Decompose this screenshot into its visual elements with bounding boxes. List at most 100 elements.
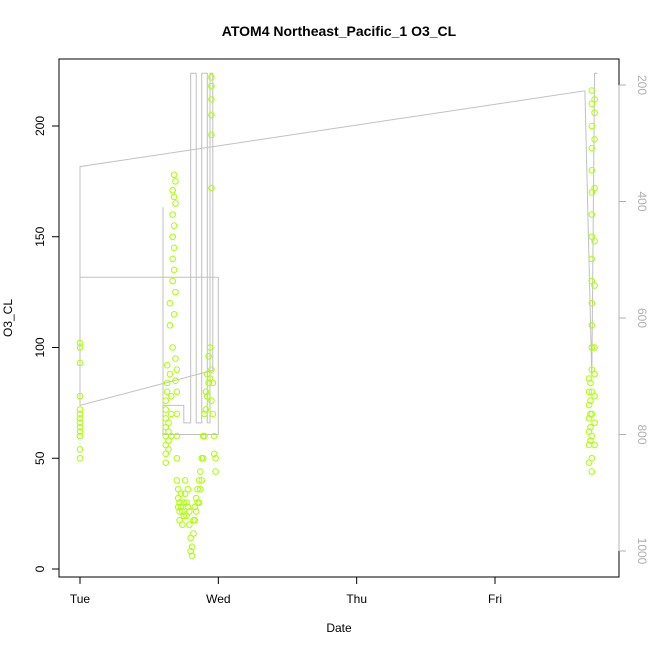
data-point: [76, 406, 84, 413]
data-point: [187, 547, 194, 555]
right-tick-label: 400: [635, 191, 649, 211]
data-point: [208, 184, 215, 192]
data-point: [170, 310, 178, 318]
data-point: [208, 366, 215, 373]
data-point: [162, 406, 170, 413]
data-point: [585, 401, 593, 409]
data-point: [170, 244, 178, 252]
data-point: [195, 499, 203, 506]
data-point: [170, 193, 178, 201]
data-point: [587, 397, 594, 404]
plot-frame: [58, 58, 620, 578]
data-point: [179, 521, 186, 529]
data-point: [179, 508, 186, 515]
data-point: [206, 344, 214, 351]
data-point: [591, 135, 598, 143]
data-point: [203, 392, 211, 400]
data-point: [169, 211, 176, 218]
right-tick-label: 1000: [635, 538, 649, 565]
x-tick-label: Wed: [206, 592, 230, 606]
data-point: [209, 410, 217, 418]
data-point: [588, 122, 596, 130]
data-point: [166, 322, 174, 329]
data-point: [587, 379, 594, 387]
x-tick-label: Tue: [70, 592, 91, 606]
data-point: [76, 344, 84, 351]
data-point: [195, 477, 203, 484]
data-point: [76, 339, 84, 347]
data-point: [76, 410, 84, 418]
y-tick-label: 0: [33, 565, 47, 572]
data-point: [169, 186, 176, 194]
data-point: [591, 441, 598, 449]
data-point: [76, 419, 84, 427]
data-point: [183, 499, 190, 506]
data-point: [169, 255, 176, 263]
data-point: [591, 419, 598, 427]
data-point: [173, 432, 181, 440]
data-point: [191, 516, 199, 524]
data-point: [201, 410, 208, 418]
data-point: [208, 96, 215, 103]
data-point: [184, 503, 192, 511]
data-point: [172, 377, 179, 385]
data-point: [169, 344, 176, 351]
data-point: [208, 397, 215, 404]
data-point: [172, 288, 179, 296]
chart-title: ATOM4 Northeast_Pacific_1 O3_CL: [222, 23, 457, 39]
data-point: [176, 499, 183, 506]
data-point: [174, 503, 182, 511]
data-point: [170, 266, 178, 274]
pressure-line-layer: [79, 72, 598, 435]
data-point: [588, 167, 596, 174]
data-point: [210, 450, 218, 458]
data-point: [180, 499, 188, 506]
data-point: [588, 344, 596, 351]
data-point: [172, 178, 179, 185]
data-point: [76, 359, 84, 367]
data-point: [585, 459, 593, 466]
data-point: [76, 423, 84, 431]
data-point: [165, 419, 172, 427]
x-axis-label: Date: [326, 621, 352, 635]
data-point: [591, 392, 598, 400]
data-point: [173, 366, 181, 373]
data-point: [188, 552, 196, 560]
data-point: [163, 388, 171, 396]
scatter-points-layer: [76, 73, 598, 560]
data-point: [173, 410, 181, 418]
data-point: [163, 379, 171, 387]
data-point: [587, 410, 594, 418]
data-point: [210, 432, 218, 440]
data-point: [76, 446, 84, 453]
data-point: [173, 454, 181, 462]
data-point: [169, 277, 176, 285]
data-point: [198, 477, 206, 484]
data-point: [177, 490, 185, 497]
y-tick-label: 150: [33, 226, 47, 246]
data-point: [172, 200, 179, 207]
x-axis: Tue Wed Thu Fri: [70, 576, 502, 606]
data-point: [194, 485, 201, 493]
data-point: [588, 468, 596, 475]
data-point: [587, 423, 594, 431]
data-point: [199, 454, 207, 462]
data-point: [591, 237, 598, 245]
data-point: [184, 485, 192, 493]
data-point: [588, 255, 596, 263]
data-point: [168, 392, 175, 400]
data-point: [591, 96, 598, 103]
data-point: [170, 171, 178, 179]
data-point: [208, 73, 215, 81]
data-point: [197, 468, 204, 475]
data-point: [76, 432, 84, 440]
right-tick-label: 600: [635, 308, 649, 328]
data-point: [162, 397, 170, 404]
data-point: [190, 530, 197, 537]
right-tick-label: 200: [635, 75, 649, 95]
data-point: [176, 508, 183, 515]
data-point: [591, 109, 598, 117]
data-point: [163, 361, 171, 369]
data-point: [588, 211, 596, 218]
